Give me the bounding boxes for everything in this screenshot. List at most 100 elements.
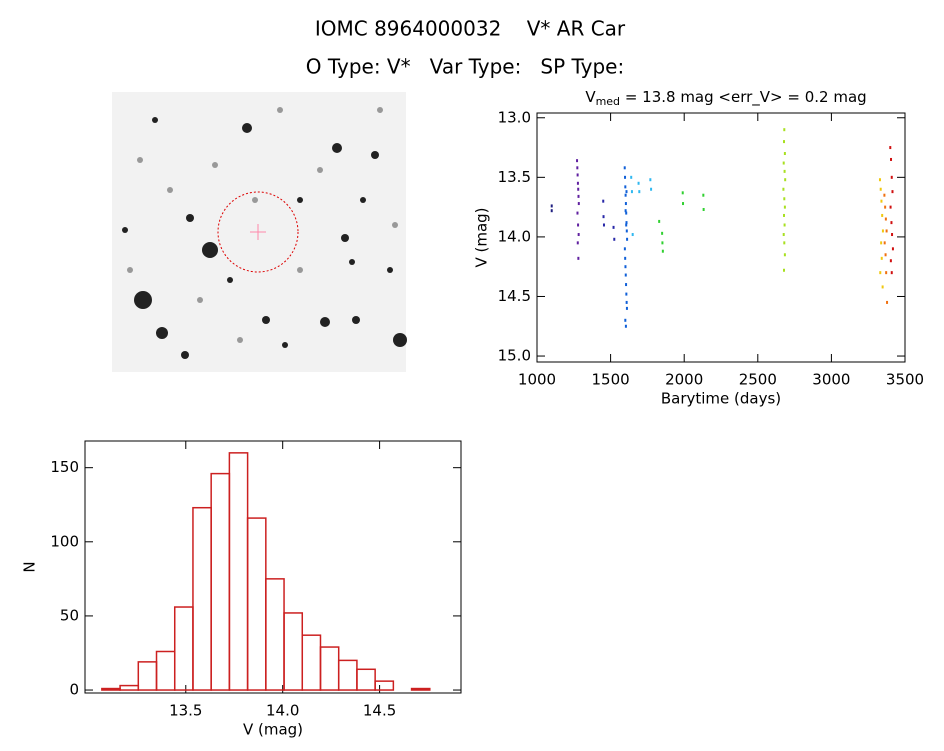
x-axis-label: V (mag) xyxy=(243,721,303,739)
histogram-bar xyxy=(319,646,340,691)
data-point xyxy=(625,190,628,194)
data-point xyxy=(783,128,786,132)
data-point xyxy=(783,152,786,156)
data-point xyxy=(883,241,886,245)
histogram-bar xyxy=(155,650,176,691)
data-point xyxy=(883,193,886,197)
data-point xyxy=(576,166,579,170)
x-tick-label: 2000 xyxy=(665,371,703,389)
data-point xyxy=(702,193,705,197)
data-point xyxy=(577,187,580,191)
data-point xyxy=(783,241,786,245)
y-tick-label: 100 xyxy=(50,532,79,550)
data-point xyxy=(630,190,633,194)
data-point xyxy=(879,271,882,275)
histogram-bar xyxy=(228,452,249,691)
data-point xyxy=(576,241,579,245)
data-point xyxy=(884,217,887,221)
data-point xyxy=(890,221,893,225)
data-point xyxy=(782,233,785,237)
data-point xyxy=(661,241,664,245)
histogram-bar xyxy=(301,634,322,691)
data-point xyxy=(649,178,652,182)
data-point xyxy=(884,205,887,209)
data-point xyxy=(625,229,628,233)
chart-title-part: med xyxy=(596,95,620,108)
page-title: IOMC 8964000032 V* AR Car xyxy=(315,17,626,41)
data-point xyxy=(881,285,884,289)
data-point xyxy=(881,213,884,217)
x-tick-label: 2500 xyxy=(739,371,777,389)
data-point xyxy=(624,318,627,322)
data-point xyxy=(623,166,626,170)
data-point xyxy=(624,193,627,197)
y-tick-label: 14.5 xyxy=(498,287,531,305)
x-tick-label: 14.0 xyxy=(266,702,299,720)
data-point xyxy=(885,229,888,233)
y-tick-label: 150 xyxy=(50,458,79,476)
chart-title-part: = 13.8 mag <err_V> = 0.2 mag xyxy=(620,88,867,107)
y-tick-label: 0 xyxy=(69,681,79,699)
star-image xyxy=(112,92,407,372)
data-point xyxy=(890,157,893,161)
data-point xyxy=(624,185,627,189)
data-point xyxy=(602,215,605,219)
data-point xyxy=(624,265,627,269)
data-point xyxy=(602,223,605,227)
data-point xyxy=(782,161,785,165)
y-tick-label: 14.0 xyxy=(498,227,531,245)
data-point xyxy=(624,256,627,260)
x-tick-label: 13.5 xyxy=(169,702,202,720)
histogram-bar xyxy=(374,680,395,691)
data-point xyxy=(702,208,705,212)
data-point xyxy=(576,181,579,185)
data-point xyxy=(682,202,685,206)
data-point xyxy=(625,221,628,225)
data-point xyxy=(577,256,580,260)
data-point xyxy=(625,306,628,310)
data-point xyxy=(624,324,627,328)
data-point xyxy=(576,159,579,163)
x-tick-label: 3000 xyxy=(812,371,850,389)
x-tick-label: 14.5 xyxy=(363,702,396,720)
data-point xyxy=(681,191,684,195)
data-point xyxy=(891,190,894,194)
x-tick-label: 3500 xyxy=(886,371,924,389)
histogram-bar xyxy=(192,506,212,691)
data-point xyxy=(783,213,786,217)
data-point xyxy=(550,204,553,208)
data-point xyxy=(550,209,553,213)
histogram-bar xyxy=(410,687,431,691)
data-point xyxy=(630,175,633,179)
data-point xyxy=(891,247,894,251)
x-axis-label: Barytime (days) xyxy=(661,390,781,408)
histogram-bar xyxy=(210,472,231,691)
data-point xyxy=(577,223,580,227)
data-point xyxy=(625,283,628,287)
data-point xyxy=(880,256,883,260)
x-tick-label: 1000 xyxy=(518,371,556,389)
data-point xyxy=(661,249,664,253)
data-point xyxy=(889,146,892,150)
x-tick-label: 1500 xyxy=(592,371,630,389)
plot-frame xyxy=(536,112,906,363)
data-point xyxy=(878,178,881,182)
data-point xyxy=(624,202,627,206)
data-point xyxy=(784,178,787,182)
histogram-bar xyxy=(173,606,194,691)
histogram-bar xyxy=(356,668,376,691)
data-point xyxy=(890,175,893,179)
histogram-bar xyxy=(119,684,140,691)
data-point xyxy=(576,173,579,177)
histogram-bar xyxy=(265,578,285,691)
histogram-bar xyxy=(246,517,267,691)
data-point xyxy=(625,292,628,296)
data-point xyxy=(879,187,882,191)
data-point xyxy=(625,300,628,304)
data-point xyxy=(576,211,579,215)
data-point xyxy=(884,253,887,257)
plot-frame xyxy=(84,440,462,694)
data-point xyxy=(602,199,605,203)
data-point xyxy=(661,231,664,235)
